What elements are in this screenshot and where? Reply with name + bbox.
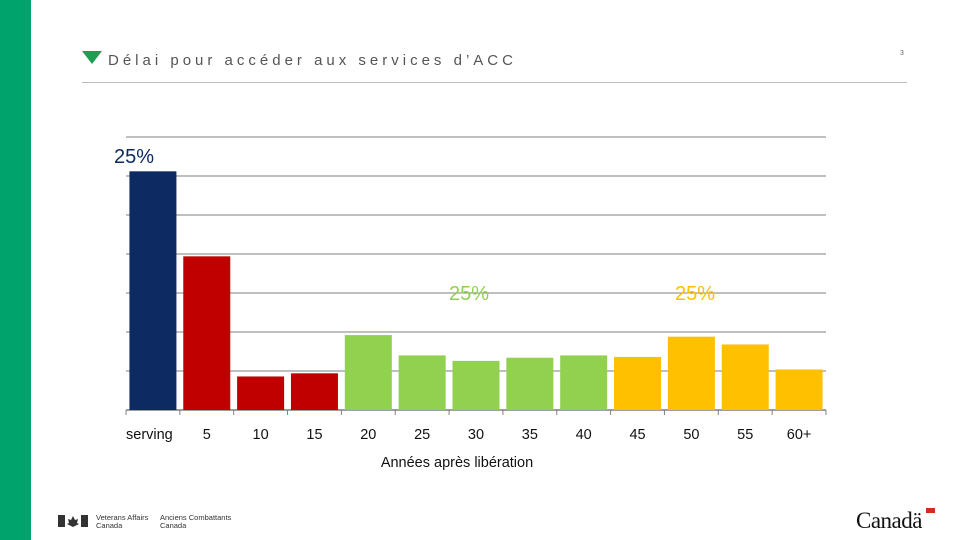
title-triangle-icon bbox=[82, 51, 102, 64]
x-tick-label: 15 bbox=[306, 427, 322, 443]
bar-15 bbox=[290, 373, 338, 410]
bar-45 bbox=[614, 356, 662, 410]
bar-serving bbox=[129, 171, 177, 410]
fip-french: Anciens Combattants Canada bbox=[160, 513, 232, 530]
bar-20 bbox=[344, 335, 392, 410]
x-tick-label: 30 bbox=[468, 427, 484, 443]
x-tick-label: 20 bbox=[360, 427, 376, 443]
wordmark-flag-icon bbox=[926, 508, 935, 513]
x-tick-label: serving bbox=[126, 427, 173, 443]
slide-title: Délai pour accéder aux services d’ACC bbox=[108, 52, 517, 69]
bar-60+ bbox=[775, 369, 823, 410]
x-tick-label: 50 bbox=[683, 427, 699, 443]
bar-25 bbox=[398, 355, 446, 410]
x-axis-label: Années après libération bbox=[381, 455, 533, 471]
x-tick-label: 10 bbox=[253, 427, 269, 443]
annotation-label: 25% bbox=[114, 146, 154, 168]
x-tick-label: 55 bbox=[737, 427, 753, 443]
x-tick-label: 35 bbox=[522, 427, 538, 443]
bar-55 bbox=[721, 344, 769, 410]
title-divider bbox=[82, 82, 907, 83]
x-tick-label: 5 bbox=[203, 427, 211, 443]
chart-bars bbox=[129, 171, 823, 410]
bar-40 bbox=[560, 355, 608, 410]
x-tick-label: 25 bbox=[414, 427, 430, 443]
fip-english: Veterans Affairs Canada bbox=[96, 513, 149, 530]
page-number: 3 bbox=[900, 50, 904, 57]
chart-annotations: 25% 25% 25% bbox=[114, 146, 715, 305]
bar-50 bbox=[667, 336, 715, 410]
chart-x-ticks: serving 5 10 15 20 25 30 35 40 45 50 55 60+ bbox=[125, 410, 827, 443]
annotation-label: 25% bbox=[449, 283, 489, 305]
x-tick-label: 40 bbox=[576, 427, 592, 443]
bar-35 bbox=[506, 357, 554, 410]
canada-flag-icon bbox=[58, 515, 88, 527]
side-accent-bar bbox=[0, 0, 31, 540]
bar-10 bbox=[237, 376, 285, 410]
bar-5 bbox=[183, 256, 231, 410]
canada-wordmark: Canadä bbox=[856, 508, 922, 533]
x-tick-label: 45 bbox=[629, 427, 645, 443]
bar-30 bbox=[452, 360, 500, 410]
x-tick-label: 60+ bbox=[787, 427, 812, 443]
annotation-label: 25% bbox=[675, 283, 715, 305]
